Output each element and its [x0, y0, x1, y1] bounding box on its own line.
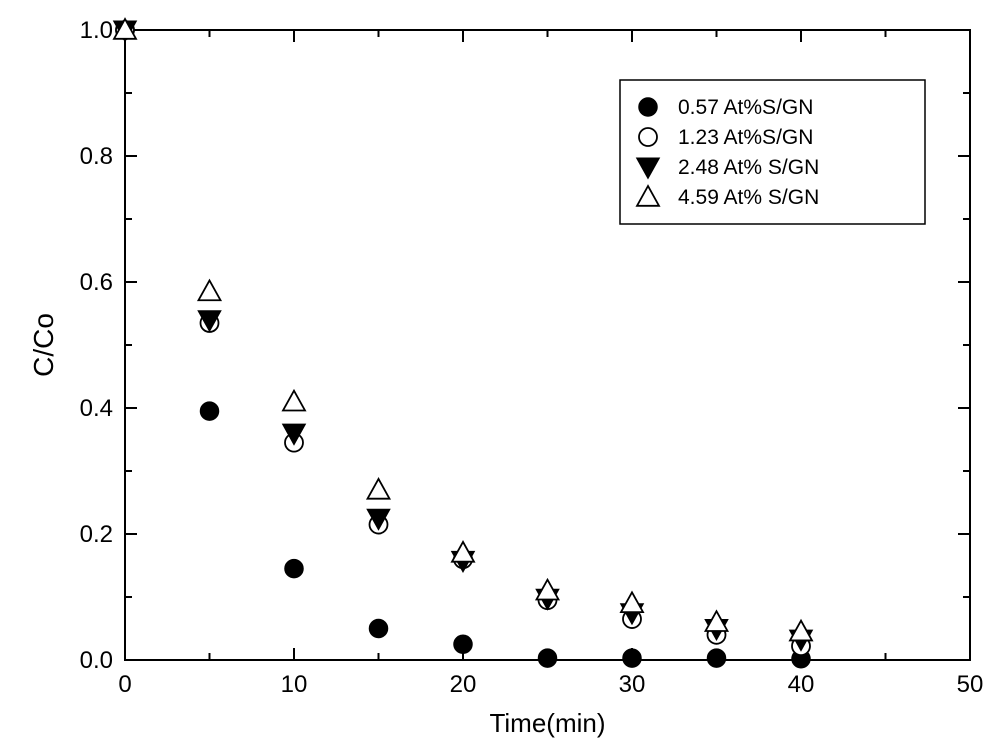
- chart-container: 0 10 20 30 40 50 0.0 0.2 0.4 0.6 0.8 1.0 Time(min) C/…: [0, 0, 1000, 755]
- y-axis-label: C/Co: [28, 313, 59, 377]
- y-tick-label: 0.6: [80, 269, 113, 296]
- x-tick-label: 50: [957, 671, 984, 698]
- y-tick-label: 1.0: [80, 17, 113, 44]
- legend-label: 0.57 At%S/GN: [678, 96, 813, 119]
- scatter-chart: 0 10 20 30 40 50 0.0 0.2 0.4 0.6 0.8 1.0 Time(min) C/…: [0, 0, 1000, 755]
- legend-label: 2.48 At% S/GN: [678, 156, 819, 179]
- y-tick-label: 0.2: [80, 521, 113, 548]
- x-axis-label: Time(min): [489, 708, 605, 738]
- x-tick-label: 30: [619, 671, 646, 698]
- legend-label: 1.23 At%S/GN: [678, 126, 813, 149]
- x-tick-label: 0: [118, 671, 131, 698]
- legend-label: 4.59 At% S/GN: [678, 186, 819, 209]
- y-tick-label: 0.8: [80, 143, 113, 170]
- x-tick-label: 10: [281, 671, 308, 698]
- y-tick-label: 0.4: [80, 395, 113, 422]
- x-tick-label: 40: [788, 671, 815, 698]
- x-tick-label: 20: [450, 671, 477, 698]
- y-tick-label: 0.0: [80, 647, 113, 674]
